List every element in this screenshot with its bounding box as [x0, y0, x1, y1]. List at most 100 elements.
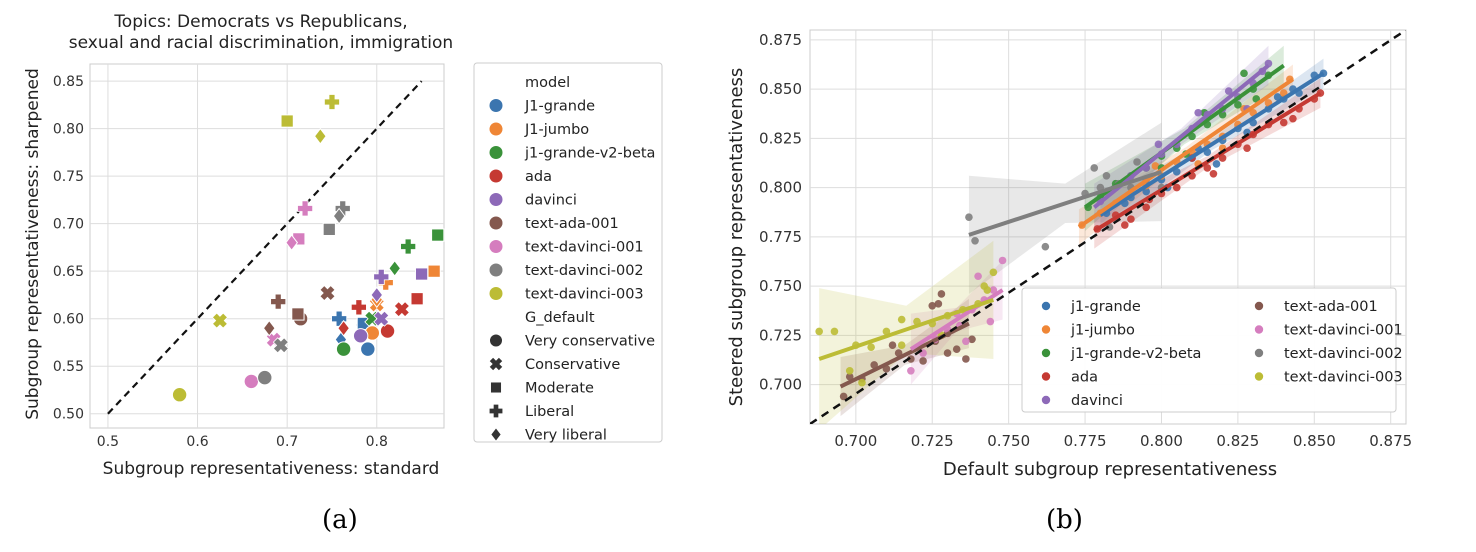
legend-entry: text-davinci-003	[525, 287, 644, 303]
x-tick-label: 0.750	[987, 432, 1030, 450]
x-tick-label: 0.725	[911, 432, 954, 450]
point-plus	[297, 200, 314, 217]
y-tick-label: 0.55	[53, 359, 84, 375]
fit-line	[1093, 91, 1322, 233]
confidence-band	[840, 298, 969, 417]
scatter-point	[986, 317, 995, 326]
legend-marker-circle	[489, 333, 503, 348]
y-tick-label: 0.800	[759, 179, 802, 197]
scatter-point	[1090, 164, 1099, 172]
fit-line	[839, 321, 970, 389]
scatter-point	[989, 286, 998, 294]
caption-b: (b)	[1046, 505, 1083, 535]
scatter-point	[943, 349, 952, 357]
reference-line	[107, 80, 423, 415]
legend-box	[1021, 287, 1397, 413]
scatter-point	[1121, 221, 1129, 229]
legend-swatch	[489, 263, 503, 277]
y-tick-label: 0.850	[759, 80, 802, 98]
legend-entry: davinci	[1071, 393, 1123, 409]
scatter-point	[815, 327, 823, 336]
legend-swatch	[1254, 301, 1264, 311]
reference-line	[810, 30, 1406, 424]
legend-entry: ada	[1071, 370, 1098, 386]
legend-swatch	[1041, 372, 1051, 381]
point-square	[280, 114, 294, 128]
chart-panel-b: 0.700 0.725 0.750 0.775 0.800 0.825 0.850 0.875…	[726, 29, 1412, 480]
scatter-point	[1212, 160, 1221, 168]
point-square	[410, 292, 424, 306]
x-tick-label: 0.8	[366, 434, 388, 450]
scatter-point	[897, 341, 906, 350]
scatter-point	[870, 361, 878, 369]
legend-entry: text-davinci-002	[525, 263, 644, 279]
scatter-point	[858, 378, 866, 387]
x-tick-label: 0.850	[1293, 432, 1336, 450]
point-square	[414, 267, 429, 281]
legend-marker-square	[489, 381, 503, 394]
scatter-point	[888, 341, 897, 350]
point-square	[427, 264, 441, 278]
scatter-point	[952, 345, 961, 353]
y-tick-label: 0.700	[759, 376, 802, 394]
legend-entry: text-davinci-003	[1284, 370, 1403, 386]
legend-marker-diamond	[490, 426, 502, 443]
legend-swatch	[489, 240, 503, 253]
point-x-shape	[319, 284, 336, 302]
point-circle	[352, 328, 369, 344]
legend-entry: j1-grande	[1070, 299, 1141, 315]
scatter-point	[962, 337, 970, 346]
point-circle	[257, 369, 273, 386]
scatter-point	[1209, 170, 1218, 178]
y-tick-label: 0.775	[759, 228, 802, 246]
y-tick-label: 0.65	[53, 264, 84, 280]
point-plus	[350, 299, 367, 316]
point-x-shape	[272, 337, 289, 354]
legend-swatch	[1041, 325, 1051, 334]
legend-entry: davinci	[525, 193, 577, 209]
y-tick-label: 0.50	[53, 407, 84, 423]
legend: model J1-grande J1-jumbo j1-grande-v2-beta a…	[473, 62, 663, 444]
scatter-point	[1142, 187, 1151, 196]
y-axis-label: Steered subgroup representativeness	[726, 68, 747, 407]
scatter-point	[962, 355, 970, 363]
scatter-point	[1142, 203, 1151, 212]
fit-line	[968, 169, 1163, 237]
legend-marker-x-shape	[488, 356, 504, 372]
confidence-band	[910, 260, 1003, 385]
legend-swatch	[489, 146, 503, 159]
point-circle	[171, 387, 188, 403]
scatter-point	[1133, 158, 1141, 166]
scatter-point	[1243, 144, 1251, 152]
x-axis-label: Default subgroup representativeness	[943, 459, 1277, 480]
legend-swatch	[1254, 325, 1264, 334]
scatter-point	[845, 372, 854, 381]
point-circle	[335, 341, 352, 357]
scatter-point	[845, 367, 854, 375]
legend-entry: j1-grande-v2-beta	[524, 146, 655, 162]
y-tick-label: 0.825	[759, 129, 802, 147]
legend-entry: text-davinci-001	[1284, 323, 1403, 339]
point-square	[431, 228, 445, 242]
caption-a: (a)	[322, 505, 358, 535]
legend-title: model	[525, 75, 570, 91]
point-diamond	[370, 286, 384, 304]
scatter-point	[989, 268, 998, 277]
scatter-point	[934, 300, 943, 308]
point-circle	[243, 373, 260, 390]
y-axis-label: Subgroup representativeness: sharpened	[23, 68, 43, 420]
plot-content	[810, 30, 1406, 424]
point-plus	[373, 268, 390, 285]
y-tick-label: 0.75	[53, 169, 84, 185]
legend-entry: ada	[525, 169, 552, 185]
legend-entry: Liberal	[525, 404, 574, 420]
point-x	[393, 301, 410, 318]
x-tick-label: 0.825	[1216, 432, 1259, 450]
y-tick-label: 0.70	[53, 217, 84, 233]
y-tick-label: 0.725	[759, 326, 802, 344]
legend-entry: Very liberal	[525, 428, 607, 444]
legend-entry: J1-jumbo	[524, 122, 589, 138]
scatter-point	[928, 302, 937, 310]
scatter-point	[974, 272, 982, 281]
scatter-point	[980, 282, 989, 290]
